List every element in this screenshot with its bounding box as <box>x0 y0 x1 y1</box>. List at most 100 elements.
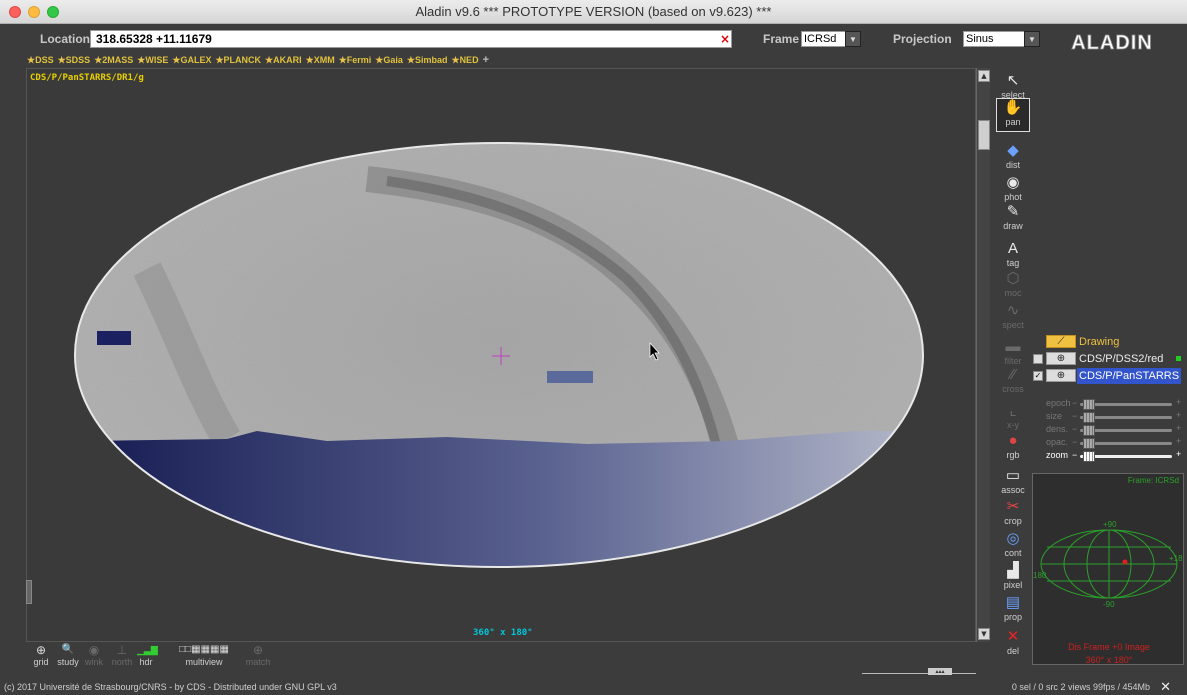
tool-assoc-button[interactable]: ▭ assoc <box>996 467 1030 495</box>
tool-dist-button[interactable]: ◆ dist <box>996 142 1030 172</box>
sky-map[interactable] <box>27 69 976 642</box>
layer-item-drawing[interactable]: ⟋ Drawing <box>1033 334 1183 350</box>
slider-minus-icon[interactable]: − <box>1072 437 1078 447</box>
properties-icon: ▤ <box>1005 594 1021 611</box>
slider-plus-icon[interactable]: + <box>1176 436 1182 446</box>
window-maximize-button[interactable] <box>47 6 59 18</box>
tool-label: draw <box>1003 221 1023 231</box>
tool-crop-button[interactable]: ✂ crop <box>996 498 1030 526</box>
tool-pan-button[interactable]: ✋ pan <box>996 98 1030 132</box>
bottom-grid-button[interactable]: ⊕ grid <box>30 643 52 667</box>
bottom-study-button[interactable]: 🔍 study <box>55 643 81 667</box>
tool-label: x-y <box>1007 420 1019 430</box>
slider-minus-icon[interactable]: − <box>1072 424 1078 434</box>
multiview-icon: □□▦▦▦▦ <box>179 644 229 655</box>
drawing-layer-icon: ⟋ <box>1046 335 1076 348</box>
select-arrow-icon: ↖ <box>1006 72 1020 89</box>
slider-knob[interactable] <box>1082 438 1095 449</box>
survey-link-wise[interactable]: ★WISE <box>137 55 168 65</box>
survey-link-dss[interactable]: ★DSS <box>27 55 54 65</box>
survey-link-akari[interactable]: ★AKARI <box>265 55 302 65</box>
globe-icon: ⊕ <box>1046 352 1076 365</box>
star-icon: ★ <box>137 55 146 65</box>
bottom-tool-label: study <box>57 657 79 667</box>
survey-link-simbad[interactable]: ★Simbad <box>407 55 448 65</box>
survey-link-fermi[interactable]: ★Fermi <box>339 55 372 65</box>
slider-minus-icon[interactable]: − <box>1072 411 1078 421</box>
tool-del-button[interactable]: ✕ del <box>996 628 1030 660</box>
location-input[interactable]: 318.65328 +11.11679 <box>90 30 732 48</box>
frame-select[interactable]: ICRSd ▼ <box>801 31 861 47</box>
close-icon[interactable]: × <box>719 32 731 46</box>
slider-minus-icon[interactable]: − <box>1072 450 1078 460</box>
projection-select[interactable]: Sinus ▼ <box>963 31 1040 47</box>
bottom-hdr-button[interactable]: ▁▃▇ hdr <box>137 643 158 667</box>
tool-draw-button[interactable]: ✎ draw <box>996 203 1030 235</box>
contour-icon: ◎ <box>1006 530 1020 547</box>
survey-label: PLANCK <box>223 55 262 65</box>
slider-track[interactable] <box>1080 455 1172 458</box>
tool-cont-button[interactable]: ◎ cont <box>996 530 1030 558</box>
bottom-tool-label: hdr <box>139 657 153 667</box>
layer-name: CDS/P/PanSTARRS <box>1077 368 1181 384</box>
bottom-multiview-button[interactable]: □□▦▦▦▦ multiview <box>178 643 230 667</box>
sky-view[interactable]: CDS/P/PanSTARRS/DR1/g 360° x 180° <box>26 68 976 642</box>
horizontal-grip[interactable]: ▴▴▴ <box>928 668 952 675</box>
slider-knob[interactable] <box>1082 451 1095 462</box>
tool-phot-button[interactable]: ◉ phot <box>996 174 1030 202</box>
survey-label: AKARI <box>273 55 302 65</box>
scroll-up-button[interactable]: ▲ <box>978 70 990 82</box>
overview-panel[interactable]: Frame: ICRSd +90 -90 180 +18 Dis Frame +… <box>1032 473 1184 665</box>
chevron-down-icon[interactable]: ▼ <box>845 31 861 47</box>
slider-knob[interactable] <box>1082 412 1095 423</box>
chevron-down-icon[interactable]: ▼ <box>1024 31 1040 47</box>
slider-track[interactable] <box>1080 429 1172 432</box>
zoom-scrollbar[interactable]: ▲ ▼ <box>976 68 990 642</box>
slider-track[interactable] <box>1080 442 1172 445</box>
slider-plus-icon[interactable]: + <box>1176 423 1182 433</box>
slider-plus-icon[interactable]: + <box>1176 397 1182 407</box>
scroll-thumb[interactable] <box>978 120 990 150</box>
layer-visibility-checkbox[interactable] <box>1033 354 1043 364</box>
pixel-icon: ▟ <box>1007 562 1019 579</box>
tool-filter-button: ▬ filter <box>996 338 1030 366</box>
window-close-button[interactable] <box>9 6 21 18</box>
survey-link-gaia[interactable]: ★Gaia <box>375 55 403 65</box>
tool-label: select <box>1001 90 1025 100</box>
tool-pixel-button[interactable]: ▟ pixel <box>996 562 1030 590</box>
slider-plus-icon[interactable]: + <box>1176 410 1182 420</box>
slider-track[interactable] <box>1080 403 1172 406</box>
survey-link-ned[interactable]: ★NED <box>451 55 478 65</box>
layer-item-dss2[interactable]: ⊕ CDS/P/DSS2/red <box>1033 351 1183 367</box>
slider-minus-icon[interactable]: − <box>1072 398 1078 408</box>
tool-prop-button[interactable]: ▤ prop <box>996 594 1030 624</box>
slider-size: size − + <box>1046 410 1186 423</box>
layer-item-panstarrs[interactable]: ✓ ⊕ CDS/P/PanSTARRS <box>1033 368 1183 384</box>
survey-link-sdss[interactable]: ★SDSS <box>58 55 91 65</box>
survey-link-planck[interactable]: ★PLANCK <box>215 55 261 65</box>
pencil-icon: ✎ <box>1006 203 1020 220</box>
survey-link-2mass[interactable]: ★2MASS <box>94 55 133 65</box>
survey-link-xmm[interactable]: ★XMM <box>306 55 335 65</box>
side-grip-handle[interactable] <box>26 580 32 604</box>
filter-icon: ▬ <box>1005 338 1021 355</box>
tool-select-button[interactable]: ↖ select <box>996 72 1030 100</box>
tool-label: rgb <box>1006 450 1020 460</box>
slider-knob[interactable] <box>1082 425 1095 436</box>
window-minimize-button[interactable] <box>28 6 40 18</box>
slider-plus-icon[interactable]: + <box>1176 449 1182 459</box>
memory-icon[interactable]: ✕ <box>1160 679 1171 694</box>
survey-link-galex[interactable]: ★GALEX <box>172 55 211 65</box>
survey-label: Fermi <box>346 55 372 65</box>
scroll-down-button[interactable]: ▼ <box>978 628 990 640</box>
lat-bottom-label: -90 <box>1103 600 1115 609</box>
fov-label: 360° x 180° <box>473 628 533 638</box>
slider-zoom[interactable]: zoom − + <box>1046 449 1186 462</box>
slider-track[interactable] <box>1080 416 1172 419</box>
tool-label: assoc <box>1001 485 1025 495</box>
tool-rgb-button[interactable]: ● rgb <box>996 432 1030 462</box>
layer-visibility-checkbox[interactable]: ✓ <box>1033 371 1043 381</box>
slider-knob[interactable] <box>1082 399 1095 410</box>
add-survey-button[interactable]: + <box>482 54 490 66</box>
